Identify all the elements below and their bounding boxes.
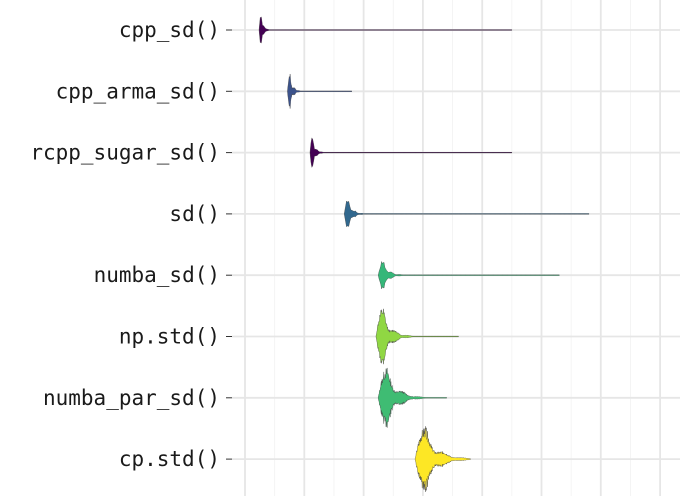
violin-shape [378,260,560,290]
y-axis-labels: cpp_sd() cpp_arma_sd() rcpp_sugar_sd() s… [30,18,220,471]
violin-shape [344,200,590,228]
y-axis-ticks [226,29,232,460]
violin-shape [378,367,447,428]
y-tick-label: np.std() [119,325,220,349]
violin-shape [414,426,471,492]
y-tick-label: sd() [169,202,220,226]
violin-shape [309,137,513,168]
y-tick-label: rcpp_sugar_sd() [30,141,220,165]
grid [232,0,680,496]
violin-shape [375,308,459,365]
violin-shape [287,73,352,109]
y-tick-label: cp.std() [119,447,220,471]
y-tick-label: cpp_sd() [119,18,220,42]
y-tick-label: cpp_arma_sd() [56,79,220,103]
y-tick-label: numba_sd() [94,263,220,287]
violins [258,16,590,492]
violin-shape [258,16,513,44]
y-tick-label: numba_par_sd() [43,386,220,410]
